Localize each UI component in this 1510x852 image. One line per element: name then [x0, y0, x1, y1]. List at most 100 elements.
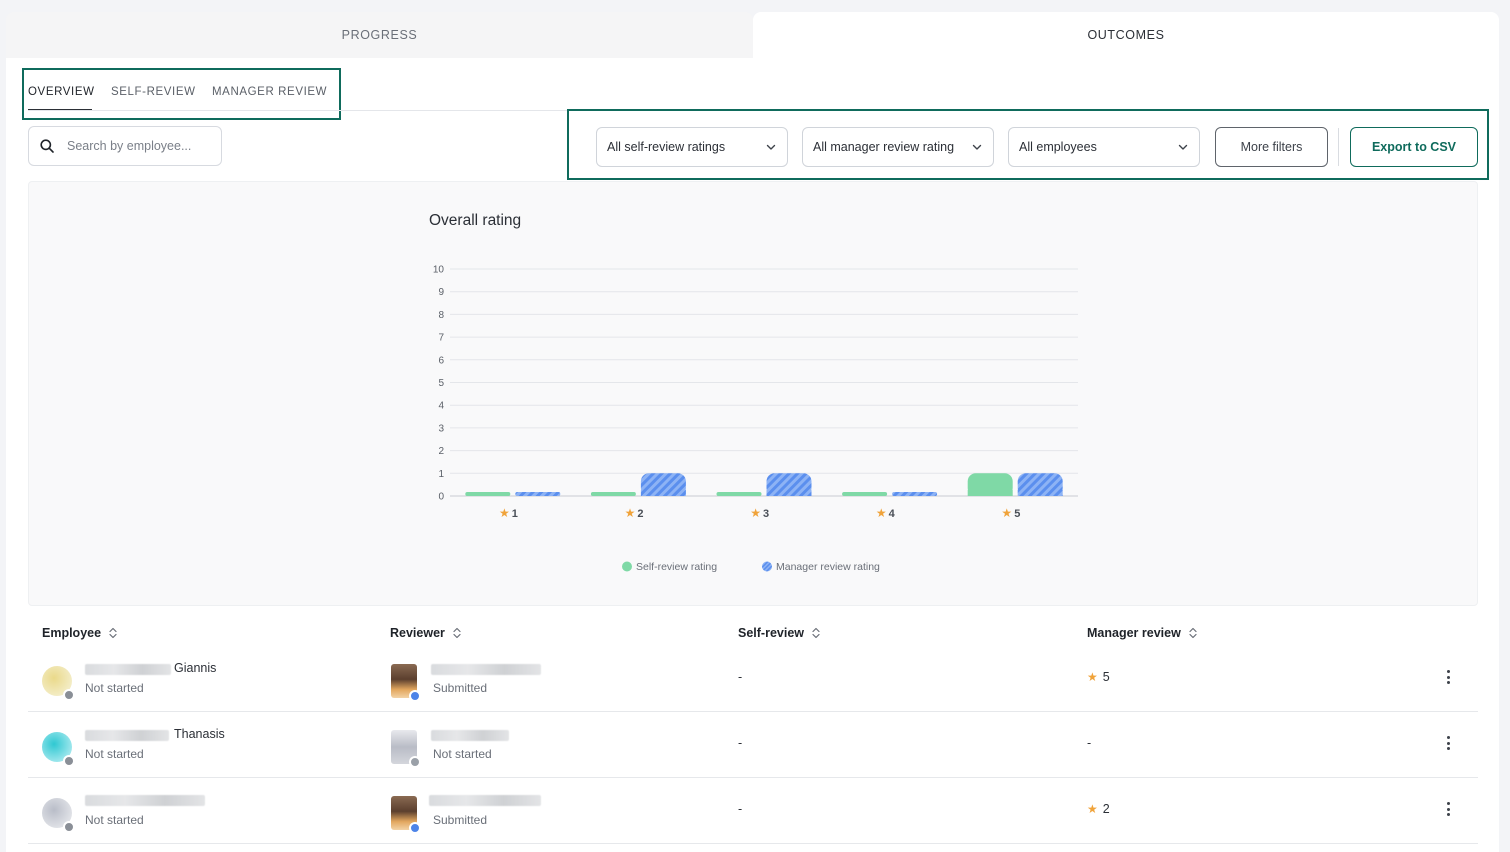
bar-self-review[interactable] [842, 492, 888, 496]
y-tick-label: 10 [433, 265, 445, 276]
employees-select[interactable]: All employees [1008, 127, 1200, 167]
tab-progress[interactable]: PROGRESS [6, 12, 753, 58]
self-review-rating-select[interactable]: All self-review ratings [596, 127, 788, 167]
employee-status: Not started [85, 747, 144, 761]
employees-select-value: All employees [1019, 140, 1097, 154]
clock-icon [409, 756, 421, 768]
column-header-employee[interactable]: Employee [42, 626, 118, 640]
chevron-down-icon [766, 144, 776, 150]
sort-icon [1189, 627, 1197, 639]
manager-review-cell: ★ 5 [1087, 670, 1110, 684]
employee-status: Not started [85, 813, 144, 827]
clock-icon [63, 821, 75, 833]
bar-base [766, 490, 812, 496]
self-review-value: - [738, 670, 743, 684]
reviewer-status: Submitted [433, 813, 488, 827]
column-header-manager-review-label: Manager review [1087, 626, 1181, 640]
star-icon: ★ [876, 506, 887, 520]
subtab-overview[interactable]: OVERVIEW [28, 86, 95, 98]
redacted-name [429, 795, 541, 806]
legend-label: Self-review rating [636, 561, 717, 573]
bar-base [1017, 490, 1063, 496]
export-csv-button[interactable]: Export to CSV [1350, 127, 1478, 167]
subtab-self-review[interactable]: SELF-REVIEW [111, 86, 196, 98]
column-header-self-review-label: Self-review [738, 626, 805, 640]
y-tick-label: 7 [438, 333, 444, 344]
manager-review-rating-select-value: All manager review rating [813, 140, 955, 154]
filters-bar: All self-review ratings All manager revi… [567, 109, 1489, 180]
y-tick-label: 3 [438, 423, 444, 434]
x-tick-label: 2 [637, 508, 643, 520]
clock-icon [63, 755, 75, 767]
manager-review-value: - [1087, 736, 1092, 750]
tab-outcomes[interactable]: OUTCOMES [753, 12, 1499, 58]
table-row[interactable]: Giannis Not started Submitted - ★ 5 [28, 646, 1478, 712]
column-header-employee-label: Employee [42, 626, 102, 640]
more-filters-button[interactable]: More filters [1215, 127, 1328, 167]
sort-icon [109, 627, 117, 639]
chart-card [28, 181, 1478, 606]
manager-review-value: 5 [1102, 670, 1110, 684]
employee-name: Thanasis [174, 727, 225, 741]
y-tick-label: 8 [438, 310, 444, 321]
sort-icon [453, 627, 461, 639]
star-icon: ★ [625, 506, 636, 520]
filters-divider [1338, 128, 1339, 166]
search-icon [40, 139, 54, 153]
table-row[interactable]: Thanasis Not started Not started - - [28, 712, 1478, 778]
row-menu-button[interactable] [1442, 799, 1454, 819]
row-menu-button[interactable] [1442, 733, 1454, 753]
manager-review-rating-select[interactable]: All manager review rating [802, 127, 994, 167]
bar-manager-review[interactable] [515, 492, 561, 496]
redacted-name [85, 730, 169, 741]
redacted-name [85, 664, 171, 675]
sub-tabs-group: OVERVIEW SELF-REVIEW MANAGER REVIEW [22, 68, 341, 120]
row-menu-button[interactable] [1442, 667, 1454, 687]
chevron-down-icon [972, 144, 982, 150]
column-header-reviewer-label: Reviewer [390, 626, 445, 640]
reviewer-status: Submitted [433, 681, 488, 695]
x-tick-label: 4 [889, 508, 896, 520]
self-review-value: - [738, 802, 743, 816]
y-tick-label: 4 [438, 401, 444, 412]
reviewer-status: Not started [433, 747, 492, 761]
bar-base [640, 490, 686, 496]
column-header-self-review[interactable]: Self-review [738, 626, 821, 640]
search-input[interactable] [67, 139, 217, 153]
bar-self-review[interactable] [465, 492, 511, 496]
bar-self-review[interactable] [716, 492, 762, 496]
column-header-manager-review[interactable]: Manager review [1087, 626, 1198, 640]
subtab-manager-review[interactable]: MANAGER REVIEW [212, 86, 328, 98]
employee-name: Giannis [174, 661, 217, 675]
star-icon: ★ [1087, 670, 1098, 684]
y-tick-label: 5 [438, 378, 444, 389]
redacted-name [431, 730, 509, 741]
redacted-name [85, 795, 205, 806]
employee-status: Not started [85, 681, 144, 695]
table-row[interactable]: Not started Submitted - ★ 2 [28, 778, 1478, 844]
self-review-value: - [738, 736, 743, 750]
star-icon: ★ [1087, 802, 1098, 816]
self-review-rating-select-value: All self-review ratings [607, 140, 726, 154]
star-icon: ★ [499, 506, 510, 520]
legend-label: Manager review rating [776, 561, 880, 573]
sort-icon [812, 627, 820, 639]
redacted-name [431, 664, 541, 675]
clock-icon [63, 689, 75, 701]
star-icon: ★ [750, 506, 761, 520]
y-tick-label: 9 [438, 287, 444, 298]
legend-swatch [622, 561, 632, 572]
legend-swatch [762, 561, 772, 572]
y-tick-label: 0 [438, 492, 444, 503]
star-icon: ★ [1001, 506, 1012, 520]
check-icon [409, 690, 421, 702]
y-tick-label: 1 [438, 469, 444, 480]
check-icon [409, 822, 421, 834]
bar-manager-review[interactable] [892, 492, 938, 496]
manager-review-value: 2 [1102, 802, 1110, 816]
bar-self-review[interactable] [590, 492, 636, 496]
column-header-reviewer[interactable]: Reviewer [390, 626, 462, 640]
chart-title: Overall rating [429, 212, 522, 229]
search-box[interactable] [28, 126, 222, 166]
y-tick-label: 2 [438, 446, 444, 457]
